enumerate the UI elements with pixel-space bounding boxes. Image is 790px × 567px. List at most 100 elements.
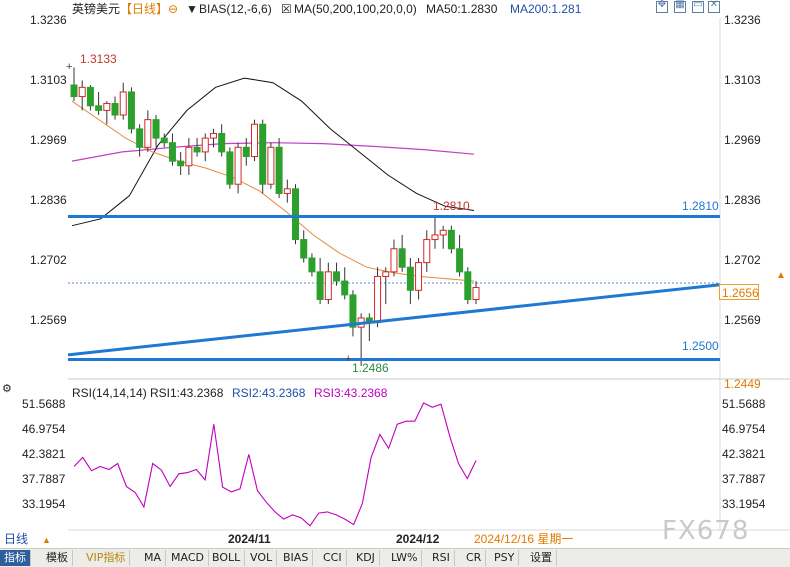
tab-cci[interactable]: CCI <box>319 550 347 566</box>
price-tick-right: 1.2702 <box>724 253 761 267</box>
candle-down <box>160 137 168 144</box>
tab-vol[interactable]: VOL <box>246 550 278 566</box>
rsi3-label: RSI3:43.2368 <box>314 386 388 400</box>
rsi-tick-left: 33.1954 <box>22 497 66 511</box>
candle-up <box>431 234 439 241</box>
footer-period-label[interactable]: 日线 <box>4 532 29 546</box>
candle-up <box>250 123 258 158</box>
price-tick-right: 1.2836 <box>724 193 761 207</box>
candle-up <box>324 271 332 301</box>
candle-up <box>472 287 480 301</box>
candle-down <box>308 257 316 273</box>
candle-down <box>333 271 341 282</box>
candle-down <box>136 128 144 148</box>
candle-up <box>103 102 111 111</box>
tab-lw[interactable]: LW% <box>387 550 423 566</box>
tab-kdj[interactable]: KDJ <box>352 550 380 566</box>
tab-rsi[interactable]: RSI <box>428 550 455 566</box>
candle-down <box>447 229 455 250</box>
high-annotation: 1.3133 <box>80 52 117 66</box>
rsi-tick-left: 46.9754 <box>22 422 66 436</box>
candle-up <box>267 146 275 185</box>
candle-down <box>86 86 94 107</box>
restore-icon[interactable]: ▭ <box>692 0 704 13</box>
ma-label[interactable]: MA(50,200,100,20,0,0) <box>294 2 417 16</box>
price-tick-right: 1.2969 <box>724 133 761 147</box>
tab-cr[interactable]: CR <box>462 550 487 566</box>
ma200-line <box>71 77 475 227</box>
candle-down <box>127 91 135 130</box>
bias-label[interactable]: BIAS(12,-6,6) <box>199 2 272 16</box>
price-tick-left: 1.2969 <box>30 133 67 147</box>
candle-down <box>464 271 472 301</box>
tab-templates[interactable]: 模板 <box>42 550 73 566</box>
resistance-label: 1.2810 <box>682 199 719 213</box>
rsi2-label: RSI2:43.2368 <box>232 386 306 400</box>
support-label: 1.2500 <box>682 339 719 353</box>
grid-icon[interactable]: ▦ <box>674 0 686 13</box>
candle-up <box>382 271 390 277</box>
rsi-line <box>73 402 477 527</box>
tab-macd[interactable]: MACD <box>167 550 209 566</box>
symbol-label: 英镑美元 <box>72 2 121 16</box>
low-marker-icon: + <box>345 353 352 365</box>
rsi-settings-icon[interactable]: ⚙ <box>2 383 12 395</box>
low-annotation: 1.2486 <box>352 361 389 375</box>
candle-up <box>234 146 242 185</box>
move-icon[interactable]: ✥ <box>656 0 668 13</box>
price-tick-right: 1.2569 <box>724 313 761 327</box>
rsi-tick-right: 51.5688 <box>722 397 766 411</box>
price-chart[interactable] <box>0 0 790 548</box>
candle-up <box>415 262 423 291</box>
candle-down <box>275 146 283 194</box>
rsi-tick-left: 51.5688 <box>22 397 66 411</box>
rsi-tick-right: 37.7887 <box>722 472 766 486</box>
settings-icon[interactable]: ⊖ <box>168 2 179 16</box>
rsi-tick-right: 46.9754 <box>722 422 766 436</box>
tab-vip-indicators[interactable]: VIP指标 <box>82 550 131 566</box>
candle-up <box>185 146 193 167</box>
candle-down <box>168 142 176 162</box>
rsi-tick-left: 42.3821 <box>22 447 66 461</box>
ma50-label: MA50:1.2830 <box>426 2 498 16</box>
candle-down <box>218 132 226 153</box>
candle-up <box>209 132 217 139</box>
candle-down <box>316 271 324 301</box>
chart-header: 英镑美元 【日线】 ⊖ ▼ BIAS(12,-6,6) ☒ MA(50,200,… <box>0 0 790 18</box>
x-tick-dec: 2024/12 <box>396 532 440 546</box>
candle-down <box>95 105 103 111</box>
current-price-box: 1.2656 <box>719 284 759 300</box>
period-label[interactable]: 【日线】 <box>120 2 169 16</box>
ma-chart-icon[interactable]: ☒ <box>281 2 292 16</box>
candle-down <box>406 266 414 291</box>
price-tick-left: 1.3103 <box>30 73 67 87</box>
candle-up <box>390 248 398 273</box>
close-icon[interactable]: ✕ <box>708 0 720 13</box>
price-tick-left: 1.2836 <box>30 193 67 207</box>
recent-high-annotation: 1.2810 <box>433 199 470 213</box>
tab-settings[interactable]: 设置 <box>526 550 557 566</box>
bias-dropdown-icon[interactable]: ▼ <box>186 2 198 16</box>
cursor-date: 2024/12/16 星期一 <box>474 532 574 546</box>
candle-down <box>456 248 464 273</box>
tab-psy[interactable]: PSY <box>490 550 520 566</box>
price-tick-left: 1.3236 <box>30 13 67 27</box>
candle-up <box>283 188 291 194</box>
ma200-label: MA200:1.281 <box>510 2 582 16</box>
price-tick-right: 1.3103 <box>724 73 761 87</box>
candle-down <box>70 84 78 98</box>
x-tick-nov: 2024/11 <box>228 532 271 546</box>
rising-trendline <box>67 283 721 357</box>
candle-down <box>292 188 300 241</box>
candle-down <box>300 239 308 259</box>
period-arrow-icon[interactable]: ▲ <box>42 535 51 545</box>
tab-indicators[interactable]: 指标 <box>0 550 31 566</box>
candle-down <box>349 294 357 328</box>
tab-boll[interactable]: BOLL <box>208 550 246 566</box>
candle-up <box>119 91 127 116</box>
tab-ma[interactable]: MA <box>140 550 167 566</box>
watermark: FX678 <box>662 516 750 546</box>
indicator-tab-bar: 指标 模板 VIP指标 MA MACD BOLL VOL BIAS CCI KD… <box>0 548 790 567</box>
tab-bias[interactable]: BIAS <box>279 550 314 566</box>
ma100-line <box>71 142 475 162</box>
